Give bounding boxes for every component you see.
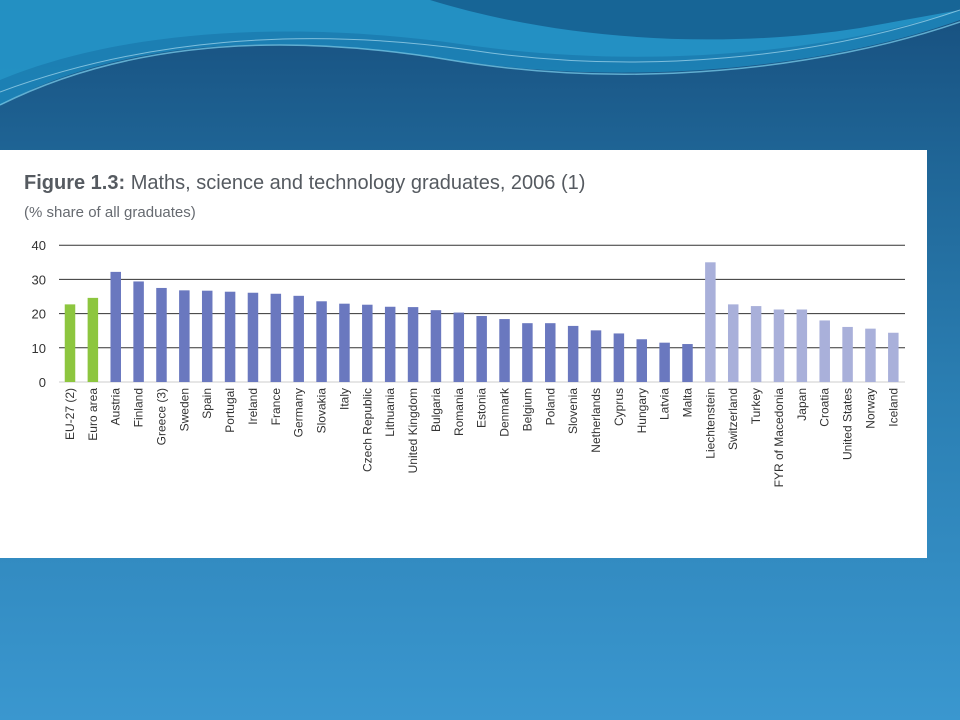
x-tick-label: Italy [337,388,351,410]
x-tick-label: Netherlands [589,388,603,453]
x-tick-label: Greece (3) [154,388,168,445]
bar [270,293,282,382]
bar [567,325,579,382]
x-tick-label: Euro area [86,388,100,441]
x-tick-label: Liechtenstein [703,388,717,459]
slide-header-wave [0,0,960,106]
x-axis-labels: EU-27 (2) Euro area Austria Finland Greece (… [63,387,900,487]
x-tick-label: Austria [109,388,123,426]
bar [247,292,259,382]
x-tick-label: Bulgaria [429,388,443,432]
bar [590,330,602,382]
x-tick-label: Denmark [498,387,512,437]
x-tick-label: Slovakia [315,388,329,434]
bar [110,271,121,382]
bar [842,326,853,382]
y-tick-label: 0 [39,375,46,390]
bar [659,342,670,382]
bar [636,339,647,382]
y-tick-label: 20 [32,307,46,322]
x-tick-label: Romania [452,388,466,436]
bar [133,281,144,382]
bar [362,304,373,382]
y-tick-label: 40 [32,238,46,253]
x-tick-label: FYR of Macedonia [772,388,786,488]
y-axis-ticks: 0 10 20 30 40 [32,238,46,390]
x-tick-label: Germany [292,388,306,437]
bar [819,320,830,382]
x-tick-label: Poland [543,388,557,425]
x-tick-label: Latvia [658,388,672,420]
bar [888,332,899,382]
figure-subtitle: (% share of all graduates) [24,204,196,221]
bar [179,290,190,382]
x-tick-label: Czech Republic [360,388,374,472]
bar [453,312,465,382]
x-tick-label: Iceland [886,388,900,427]
x-tick-label: United Kingdom [406,388,420,473]
bar [156,287,167,382]
bar [224,291,236,382]
bar [316,301,327,382]
x-tick-label: Sweden [177,388,191,431]
figure-title: Figure 1.3: Maths, science and technolog… [24,172,585,195]
x-tick-label: Norway [863,388,877,429]
figure-title-lead: Figure 1.3: [24,172,126,194]
bar [499,319,510,382]
x-tick-label: France [269,388,283,426]
bar [384,306,396,382]
bar [727,304,739,382]
x-tick-label: Spain [200,388,214,419]
bar [430,310,442,382]
bar [865,328,876,382]
x-tick-label: United States [841,388,855,460]
bar [705,262,716,382]
figure-title-text: Maths, science and technology graduates,… [125,172,586,194]
bar [339,303,350,382]
x-tick-label: Turkey [749,388,763,424]
bar [773,309,785,382]
bar [796,309,808,382]
x-tick-label: Belgium [520,388,534,431]
bar [682,344,693,382]
x-tick-label: EU-27 (2) [63,388,77,440]
x-tick-label: Switzerland [726,388,740,450]
x-tick-label: Portugal [223,388,237,433]
bar [293,295,304,382]
y-tick-label: 30 [32,272,46,287]
bar [545,323,556,382]
bars [64,262,899,382]
y-tick-label: 10 [32,341,46,356]
bar [522,323,533,382]
x-tick-label: Malta [680,388,694,418]
bar [613,333,625,382]
x-tick-label: Slovenia [566,388,580,434]
x-tick-label: Ireland [246,388,260,425]
bar [750,306,762,382]
bar [476,315,487,382]
bar [407,307,419,382]
x-tick-label: Estonia [475,388,489,428]
x-tick-label: Japan [795,388,809,421]
x-tick-label: Croatia [818,388,832,427]
x-tick-label: Finland [132,388,146,427]
bar [87,297,99,382]
figure-panel: 0 10 20 30 40 EU-27 (2) Euro area Austria Finla… [0,150,927,558]
x-tick-label: Hungary [635,388,649,433]
x-tick-label: Cyprus [612,388,626,426]
bar [64,304,76,382]
x-tick-label: Lithuania [383,388,397,437]
bar-chart: 0 10 20 30 40 EU-27 (2) Euro area Austria Finla… [32,238,905,487]
bar [201,290,213,382]
